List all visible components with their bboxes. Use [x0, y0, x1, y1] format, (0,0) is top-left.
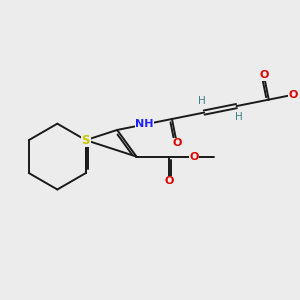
Text: O: O: [165, 176, 174, 186]
Text: H: H: [235, 112, 243, 122]
Text: S: S: [82, 134, 90, 147]
Text: O: O: [259, 70, 268, 80]
Text: NH: NH: [135, 119, 154, 130]
Text: O: O: [172, 138, 182, 148]
Text: H: H: [198, 96, 206, 106]
Text: O: O: [189, 152, 199, 162]
Text: O: O: [288, 90, 298, 100]
